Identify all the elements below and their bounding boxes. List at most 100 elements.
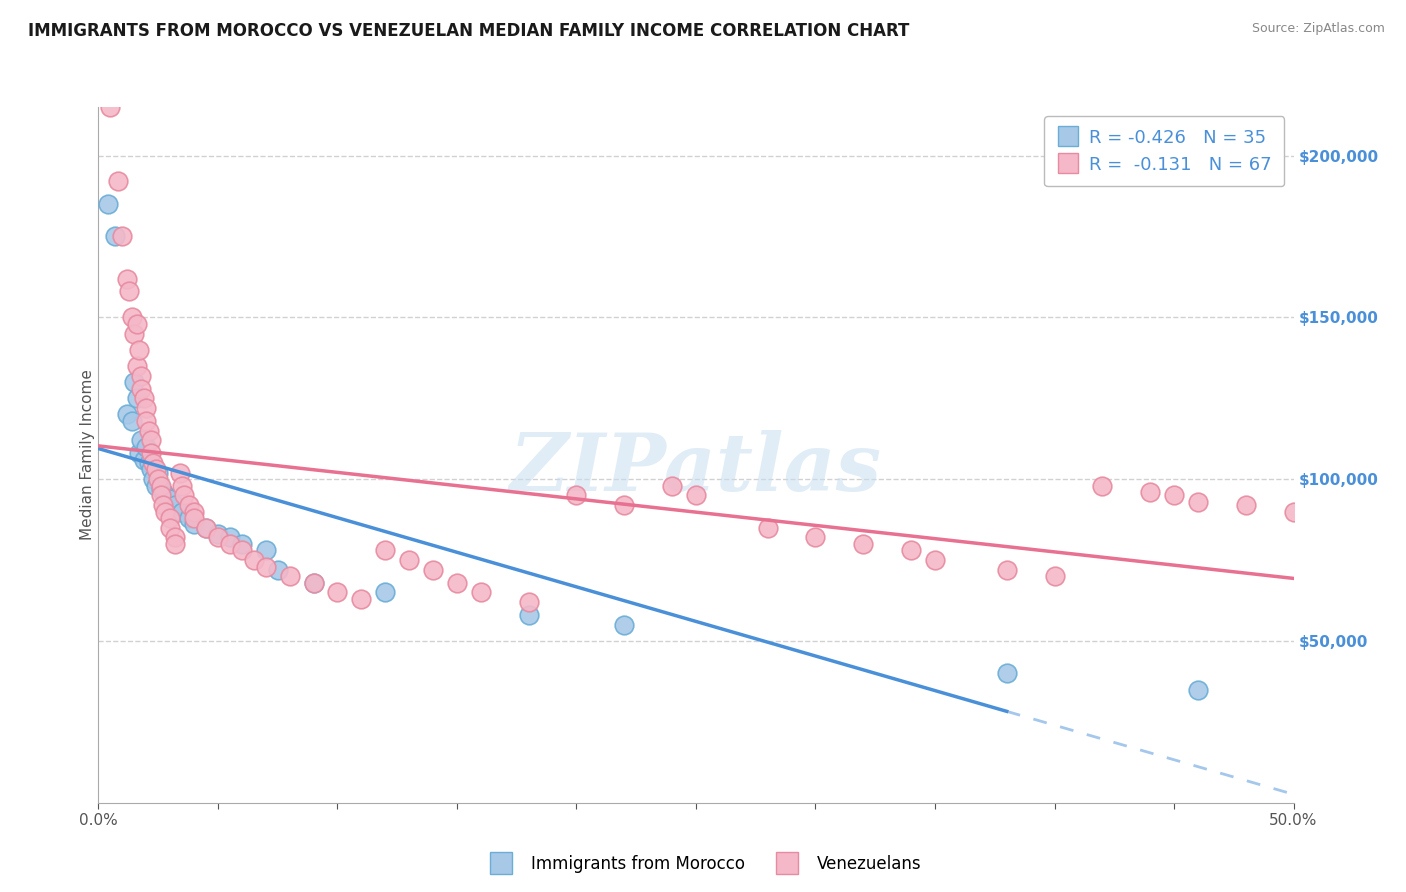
Point <box>661 478 683 492</box>
Point <box>1187 682 1209 697</box>
Point <box>145 462 167 476</box>
Point <box>565 488 588 502</box>
Point <box>613 617 636 632</box>
Point <box>145 478 167 492</box>
Point <box>995 563 1018 577</box>
Point <box>149 488 172 502</box>
Point <box>446 575 468 590</box>
Point <box>183 511 205 525</box>
Point <box>995 666 1018 681</box>
Point <box>179 511 201 525</box>
Point <box>470 585 492 599</box>
Point <box>172 478 194 492</box>
Point <box>131 382 153 396</box>
Point <box>422 563 444 577</box>
Point <box>152 498 174 512</box>
Point <box>135 414 157 428</box>
Point <box>517 608 540 623</box>
Point <box>219 537 242 551</box>
Point <box>613 498 636 512</box>
Point <box>254 559 277 574</box>
Point <box>254 543 277 558</box>
Point <box>155 504 177 518</box>
Point <box>1091 478 1114 492</box>
Point <box>194 521 218 535</box>
Point <box>207 531 229 545</box>
Point <box>219 531 242 545</box>
Text: Source: ZipAtlas.com: Source: ZipAtlas.com <box>1251 22 1385 36</box>
Point <box>326 585 349 599</box>
Point <box>756 521 779 535</box>
Point <box>139 462 162 476</box>
Point <box>852 537 875 551</box>
Point <box>135 440 157 454</box>
Point <box>148 472 170 486</box>
Point <box>243 553 266 567</box>
Point <box>179 498 201 512</box>
Point <box>125 359 148 373</box>
Point <box>115 408 138 422</box>
Point <box>163 531 186 545</box>
Point <box>1043 569 1066 583</box>
Point <box>267 563 290 577</box>
Point <box>132 392 155 406</box>
Point <box>172 504 194 518</box>
Point <box>125 317 148 331</box>
Point <box>1139 485 1161 500</box>
Point <box>118 285 141 299</box>
Point <box>159 491 181 506</box>
Point <box>804 531 827 545</box>
Point <box>139 446 162 460</box>
Point <box>149 478 172 492</box>
Point <box>194 521 218 535</box>
Point <box>374 543 396 558</box>
Point <box>111 229 134 244</box>
Point <box>115 271 138 285</box>
Point <box>231 543 253 558</box>
Point <box>163 498 186 512</box>
Point <box>183 517 205 532</box>
Point <box>398 553 420 567</box>
Point <box>142 472 165 486</box>
Point <box>135 401 157 415</box>
Point <box>148 466 170 480</box>
Point <box>163 537 186 551</box>
Point <box>374 585 396 599</box>
Point <box>685 488 707 502</box>
Point <box>97 197 120 211</box>
Text: IMMIGRANTS FROM MOROCCO VS VENEZUELAN MEDIAN FAMILY INCOME CORRELATION CHART: IMMIGRANTS FROM MOROCCO VS VENEZUELAN ME… <box>28 22 910 40</box>
Point <box>104 229 127 244</box>
Point <box>131 368 153 383</box>
Point <box>138 424 160 438</box>
Point <box>138 456 160 470</box>
Point <box>278 569 301 583</box>
Text: ZIPatlas: ZIPatlas <box>510 430 882 508</box>
Point <box>350 591 373 606</box>
Point <box>159 521 181 535</box>
Point <box>121 310 143 325</box>
Point <box>900 543 922 558</box>
Point <box>128 343 150 357</box>
Point <box>128 446 150 460</box>
Point <box>142 456 165 470</box>
Point <box>149 482 172 496</box>
Y-axis label: Median Family Income: Median Family Income <box>80 369 94 541</box>
Point <box>124 375 146 389</box>
Point <box>169 466 191 480</box>
Point <box>125 392 148 406</box>
Point <box>155 488 177 502</box>
Legend: Immigrants from Morocco, Venezuelans: Immigrants from Morocco, Venezuelans <box>478 848 928 880</box>
Point <box>1163 488 1185 502</box>
Point <box>207 527 229 541</box>
Point <box>231 537 253 551</box>
Legend: R = -0.426   N = 35, R =  -0.131   N = 67: R = -0.426 N = 35, R = -0.131 N = 67 <box>1045 116 1285 186</box>
Point <box>131 434 153 448</box>
Point <box>124 326 146 341</box>
Point <box>924 553 946 567</box>
Point <box>132 452 155 467</box>
Point <box>1282 504 1305 518</box>
Point <box>139 434 162 448</box>
Point <box>98 100 122 114</box>
Point <box>107 174 129 188</box>
Point <box>159 511 181 525</box>
